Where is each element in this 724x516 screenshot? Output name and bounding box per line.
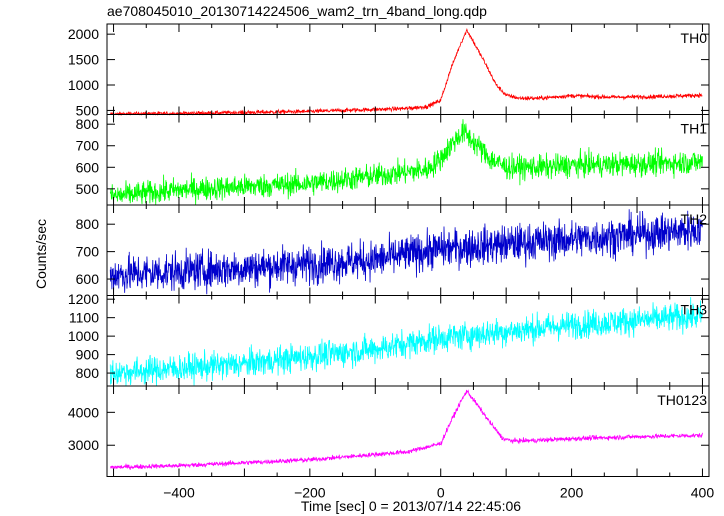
x-tick-label: 400 (691, 485, 715, 501)
y-axis-label: Counts/sec (33, 219, 49, 289)
x-axis-label: Time [sec] 0 = 2013/07/14 22:45:06 (301, 498, 521, 514)
y-tick-label: 600 (76, 271, 100, 287)
y-tick-label: 3000 (68, 437, 99, 453)
x-tick-label: −200 (294, 485, 326, 501)
y-tick-label: 700 (76, 244, 100, 260)
series-line-th3 (109, 297, 703, 387)
series-line-th0 (109, 27, 703, 116)
y-tick-label: 4000 (68, 404, 99, 420)
y-tick-label: 800 (76, 365, 100, 381)
y-tick-label: 600 (76, 159, 100, 175)
x-tick-label: 0 (437, 485, 445, 501)
y-tick-label: 1000 (68, 328, 99, 344)
panel-label: TH1 (681, 121, 708, 137)
x-tick-label: 200 (560, 485, 584, 501)
y-tick-label: 700 (76, 138, 100, 154)
y-tick-label: 1100 (69, 310, 99, 326)
panel-th0: 500 1000 1500 2000 TH0 (68, 23, 710, 118)
series-line-th2 (109, 209, 703, 295)
panel-frame (106, 385, 710, 477)
panel-th3: 800 900 1000 1100 1200 TH3 (68, 291, 710, 387)
y-tick-label: 1200 (68, 291, 99, 307)
y-tick-label: 800 (76, 116, 100, 132)
panel-label: TH0 (681, 30, 708, 46)
y-tick-label: 500 (76, 181, 100, 197)
panel-label: TH2 (681, 211, 708, 227)
y-tick-label: 1500 (68, 52, 99, 68)
panel-th0123: 3000 4000 TH0123 −400 −200 0 200 400 (68, 385, 715, 501)
panel-th1: 500 600 700 800 TH1 (76, 114, 710, 206)
y-tick-label: 900 (76, 347, 100, 363)
x-tick-label: −400 (163, 485, 195, 501)
panel-th2: 600 700 800 TH2 (76, 204, 710, 296)
y-tick-label: 2000 (68, 26, 99, 42)
panel-frame (106, 295, 710, 387)
chart-title: ae708045010_20130714224506_wam2_trn_4ban… (107, 3, 487, 19)
y-tick-label: 800 (76, 216, 100, 232)
series-line-th1 (109, 119, 703, 206)
panel-label: TH0123 (657, 392, 707, 408)
series-line-th0123 (110, 389, 703, 470)
panel-frame (106, 23, 710, 115)
y-tick-label: 500 (76, 102, 100, 118)
panel-label: TH3 (681, 302, 708, 318)
y-tick-label: 1000 (68, 77, 99, 93)
